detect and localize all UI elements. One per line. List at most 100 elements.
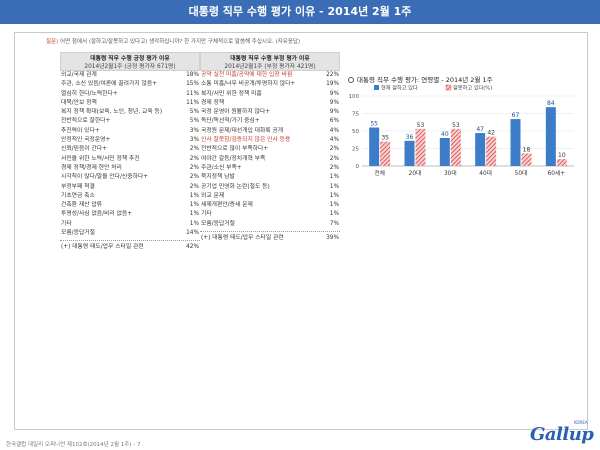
table-row: 전반적으로 잘한다+ 5% <box>60 117 200 126</box>
legend-label-negative: 잘못하고 있다(%) <box>453 84 492 92</box>
reason-value: 1% <box>329 192 339 199</box>
table-row: 인사 잘못함/검증되지 않은 인사 등용 4% <box>200 136 340 145</box>
x-tick-label: 60세+ <box>548 169 566 177</box>
data-label-positive: 36 <box>406 134 414 141</box>
table-row: 국정원 문제/대선개입 대화록 공개 4% <box>200 127 340 136</box>
reason-label: 외교 문제 <box>201 192 225 199</box>
table-row: 서민을 위한 노력/서민 정책 추진 2% <box>60 155 200 164</box>
positive-table-header: 대통령 직무 수행 긍정 평가 이유 2014년2월1주 (긍정 평가자 671… <box>60 52 200 71</box>
question-text: 어떤 점에서 (잘하고/잘못하고 있다고) 생각하십니까? 한 가지만 구체적으… <box>58 39 301 45</box>
reason-value: 22% <box>326 72 339 78</box>
reason-value: 2% <box>189 174 199 181</box>
reason-value: 1% <box>329 211 339 218</box>
table-row: 추진력이 있다+ 3% <box>60 127 200 136</box>
bar-positive <box>475 133 486 166</box>
bar-positive <box>439 138 450 166</box>
reason-label: 독단/독선적/가기 중심+ <box>201 118 260 125</box>
y-tick-label: 25 <box>352 147 359 153</box>
reason-label: 세제개편안/증세 문제 <box>201 202 253 209</box>
table-row: 투명성/사심 없음/비리 없음+ 1% <box>60 210 200 219</box>
reason-value: 3% <box>189 127 199 134</box>
x-tick-label: 40대 <box>479 169 492 177</box>
y-tick-label: 50 <box>352 129 359 135</box>
reason-value: 14% <box>186 230 199 237</box>
data-label-negative: 18 <box>523 146 531 153</box>
reason-value: 2% <box>189 155 199 162</box>
reason-label: 추진력이 있다+ <box>61 127 100 134</box>
reason-value: 9% <box>329 99 339 106</box>
reason-value: 2% <box>189 146 199 153</box>
reason-label: 전반적으로 많이 부족하다+ <box>201 146 269 153</box>
table-row: 경제 정책/경제 현안 처리 2% <box>60 164 200 173</box>
reason-label: 복지/서민 위한 정책 미흡 <box>201 90 262 97</box>
report-banner: 대통령 직무 수행 평가 이유 - 2014년 2월 1주 <box>0 0 600 24</box>
table-row: 안정적인 국정운영+ 3% <box>60 136 200 145</box>
positive-divider <box>60 240 200 242</box>
y-tick-label: 75 <box>352 112 359 118</box>
table-row: 기타 1% <box>200 210 340 219</box>
reason-value: 1% <box>189 220 199 227</box>
table-row: 기초연금 축소 1% <box>60 192 200 201</box>
positive-table-subtitle: 2014년2월1주 (긍정 평가자 671명) <box>84 64 176 70</box>
gallup-logo: Gallup <box>530 424 594 445</box>
reason-label: 경제 정책 <box>201 99 225 106</box>
negative-table-subtitle: 2014년2월1주 (부정 평가자 421명) <box>224 64 316 70</box>
negative-footer-label: (+) 대통령 태도/업무 스타일 관련 <box>201 235 284 242</box>
reason-label: 기초연금 축소 <box>61 192 95 199</box>
chart-title: 대통령 직무 수행 평가: 연령별 - 2014년 2월 1주 <box>348 74 493 84</box>
bar-positive <box>510 119 521 166</box>
reason-value: 3% <box>189 137 199 144</box>
table-row: 주관, 소신 있음/여론에 끌려가지 않음+ 15% <box>60 80 200 89</box>
reason-value: 11% <box>186 99 199 106</box>
table-row: 건축환 재산 압류 1% <box>60 201 200 210</box>
reason-label: 열심히 한다/노력한다+ <box>61 90 118 97</box>
positive-footer-label: (+) 대통령 태도/업무 스타일 관련 <box>61 244 144 251</box>
legend-swatch-positive <box>374 85 379 90</box>
question-prefix: 질문) <box>46 39 59 45</box>
reason-label: 모름/응답거절 <box>61 230 95 237</box>
positive-footer-value: 42% <box>186 244 199 251</box>
table-row: 국정 운영이 원활하지 않다+ 9% <box>200 108 340 117</box>
negative-table-title: 대통령 직무 수행 부정 평가 이유 <box>230 56 310 62</box>
reason-value: 5% <box>189 118 199 125</box>
reason-value: 1% <box>329 183 339 190</box>
data-label-negative: 53 <box>417 122 425 129</box>
data-label-positive: 84 <box>547 100 555 107</box>
reason-value: 6% <box>329 118 339 125</box>
negative-divider <box>200 231 340 233</box>
table-row: 북지정책 남발 1% <box>200 173 340 182</box>
reason-label: 전반적으로 잘한다+ <box>61 118 111 125</box>
reason-value: 11% <box>186 90 199 97</box>
table-row: 모름/응답거절 14% <box>60 229 200 238</box>
negative-reasons-table: 대통령 직무 수행 부정 평가 이유 2014년2월1주 (부정 평가자 421… <box>200 52 340 244</box>
x-tick-label: 20대 <box>409 169 422 177</box>
chart-title-text: 대통령 직무 수행 평가: 연령별 - 2014년 2월 1주 <box>357 76 493 84</box>
table-row: 부정부패 척결 2% <box>60 183 200 192</box>
reason-value: 19% <box>326 81 339 88</box>
positive-table-title: 대통령 직무 수행 긍정 평가 이유 <box>90 56 170 62</box>
table-row: 경제 정책 9% <box>200 99 340 108</box>
reason-label: 주관/소신 부족+ <box>201 164 242 171</box>
table-row: 전반적으로 많이 부족하다+ 2% <box>200 145 340 154</box>
x-tick-label: 30대 <box>444 169 457 177</box>
reason-label: 국정 운영이 원활하지 않다+ <box>201 109 271 116</box>
reason-label: 인사 잘못함/검증되지 않은 인사 등용 <box>201 137 291 144</box>
reason-label: 신뢰/믿음이 간다+ <box>61 146 107 153</box>
circle-bullet-icon <box>348 77 354 83</box>
table-row: 세제개편안/증세 문제 1% <box>200 201 340 210</box>
reason-label: 복지 정책 확대(보육, 노인, 청년, 교육 등) <box>61 109 163 116</box>
table-row: 열심히 한다/노력한다+ 11% <box>60 90 200 99</box>
x-tick-label: 전체 <box>374 169 385 177</box>
footer-note: 한국갤럽 데일리 오피니언 제102호(2014년 2월 1주) - 7 <box>6 442 141 448</box>
report-sheet <box>14 32 588 430</box>
reason-label: 여야간 갈등/정치개혁 부족 <box>201 155 266 162</box>
positive-reasons-table: 대통령 직무 수행 긍정 평가 이유 2014년2월1주 (긍정 평가자 671… <box>60 52 200 253</box>
bar-positive <box>545 107 556 166</box>
table-row: 외교/국제 관계 18% <box>60 71 200 80</box>
data-label-negative: 42 <box>487 130 495 137</box>
negative-rows: 공약 실천 미흡/공약에 대한 입장 바뀜 22% 소통 미흡/너무 비공개/투명하… <box>200 71 340 229</box>
reason-value: 2% <box>329 164 339 171</box>
y-tick-label: 100 <box>349 94 360 100</box>
reason-label: 대북/안보 정책 <box>61 99 97 106</box>
